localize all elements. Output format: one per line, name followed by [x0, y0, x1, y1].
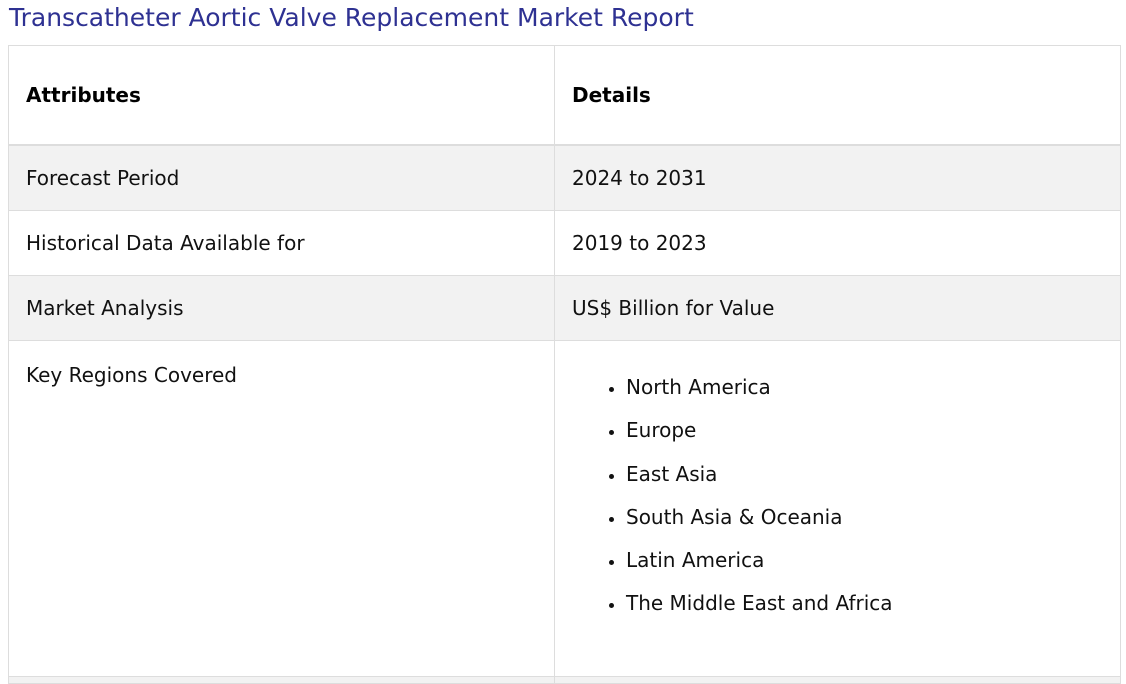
table-row: Historical Data Available for 2019 to 20…	[8, 210, 1121, 276]
row-detail-empty	[554, 676, 1121, 684]
row-attribute-empty	[8, 676, 555, 684]
header-details: Details	[554, 45, 1121, 146]
row-attribute: Historical Data Available for	[8, 210, 555, 276]
row-attribute: Market Analysis	[8, 275, 555, 341]
list-item: Latin America	[626, 539, 1120, 582]
report-table: Attributes Details Forecast Period 2024 …	[8, 45, 1121, 684]
table-header-row: Attributes Details	[8, 45, 1121, 146]
table-row-regions: Key Regions Covered North America Europe…	[8, 340, 1121, 677]
list-item: East Asia	[626, 453, 1120, 496]
row-attribute: Key Regions Covered	[8, 340, 555, 677]
row-detail-regions: North America Europe East Asia South Asi…	[554, 340, 1121, 677]
row-attribute: Forecast Period	[8, 144, 555, 211]
row-detail: 2024 to 2031	[554, 144, 1121, 211]
header-attributes: Attributes	[8, 45, 555, 146]
table-row-partial	[8, 676, 1121, 684]
list-item: Europe	[626, 409, 1120, 452]
row-detail: 2019 to 2023	[554, 210, 1121, 276]
region-list: North America Europe East Asia South Asi…	[572, 366, 1120, 626]
page-title: Transcatheter Aortic Valve Replacement M…	[9, 3, 694, 32]
row-detail: US$ Billion for Value	[554, 275, 1121, 341]
table-row: Market Analysis US$ Billion for Value	[8, 275, 1121, 341]
table-row: Forecast Period 2024 to 2031	[8, 144, 1121, 211]
list-item: South Asia & Oceania	[626, 496, 1120, 539]
list-item: The Middle East and Africa	[626, 582, 1120, 625]
list-item: North America	[626, 366, 1120, 409]
